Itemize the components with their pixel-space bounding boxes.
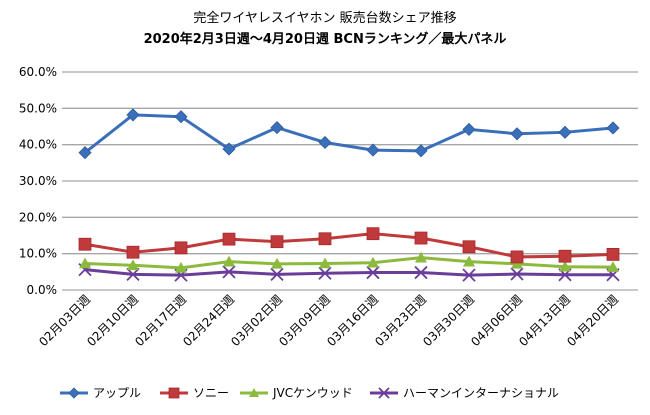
chart-subtitle: 2020年2月3日週〜4月20日週 BCNランキング／最大パネル bbox=[144, 31, 507, 47]
data-point-square bbox=[366, 227, 380, 241]
series-triangle bbox=[79, 251, 619, 273]
y-tick-label: 10.0% bbox=[19, 247, 57, 261]
data-point-square bbox=[168, 387, 180, 399]
y-tick-label: 50.0% bbox=[19, 101, 57, 115]
data-point-triangle bbox=[367, 256, 379, 268]
data-point-x bbox=[378, 387, 390, 399]
data-point-triangle bbox=[127, 259, 139, 271]
data-point-square bbox=[606, 247, 620, 261]
data-point-diamond bbox=[462, 122, 476, 136]
legend-label: ハーマンインターナショナル bbox=[403, 386, 559, 400]
data-point-square bbox=[78, 237, 92, 251]
data-point-diamond bbox=[174, 110, 188, 124]
data-point-x bbox=[318, 266, 332, 280]
data-point-square bbox=[174, 241, 188, 255]
y-tick-label: 20.0% bbox=[19, 210, 57, 224]
data-point-diamond bbox=[414, 144, 428, 158]
data-point-triangle bbox=[463, 255, 475, 267]
legend-item: ソニー bbox=[160, 386, 229, 400]
data-point-diamond bbox=[558, 125, 572, 139]
series-line bbox=[84, 256, 614, 270]
data-point-triangle bbox=[249, 388, 259, 397]
y-tick-label: 30.0% bbox=[19, 174, 57, 188]
data-point-diamond bbox=[222, 142, 236, 156]
data-point-triangle bbox=[271, 257, 283, 269]
data-point-diamond bbox=[126, 108, 140, 122]
legend-item: JVCケンウッド bbox=[240, 386, 353, 400]
data-point-square bbox=[510, 250, 524, 264]
data-point-diamond bbox=[78, 146, 92, 160]
data-point-diamond bbox=[366, 143, 380, 157]
y-tick-label: 0.0% bbox=[27, 283, 58, 297]
chart-title: 完全ワイヤレスイヤホン 販売台数シェア推移 bbox=[193, 10, 456, 26]
series-line bbox=[84, 268, 613, 277]
series-square bbox=[78, 227, 620, 264]
data-point-triangle bbox=[79, 257, 91, 269]
data-point-triangle bbox=[607, 261, 619, 272]
series-diamond bbox=[78, 108, 620, 160]
data-point-x bbox=[414, 265, 428, 280]
data-point-square bbox=[126, 245, 140, 259]
data-point-diamond bbox=[318, 135, 332, 150]
y-tick-label: 60.0% bbox=[19, 65, 57, 79]
data-point-x bbox=[510, 267, 524, 281]
data-point-diamond bbox=[270, 121, 284, 135]
legend-label: JVCケンウッド bbox=[272, 386, 353, 400]
data-point-square bbox=[270, 235, 284, 249]
data-point-triangle bbox=[223, 255, 235, 267]
data-point-diamond bbox=[510, 127, 524, 141]
legend-item: ハーマンインターナショナル bbox=[370, 386, 559, 400]
legend-label: アップル bbox=[93, 386, 141, 400]
data-point-square bbox=[222, 232, 236, 246]
series-line bbox=[84, 113, 614, 154]
data-point-square bbox=[462, 240, 476, 254]
data-point-triangle bbox=[415, 251, 427, 263]
data-point-square bbox=[318, 232, 332, 246]
data-point-x bbox=[366, 265, 380, 280]
data-point-triangle bbox=[175, 261, 187, 273]
legend-label: ソニー bbox=[193, 386, 229, 400]
data-point-square bbox=[414, 231, 428, 245]
data-point-triangle bbox=[559, 260, 571, 272]
data-point-x bbox=[222, 265, 236, 279]
data-point-triangle bbox=[319, 257, 331, 269]
y-tick-label: 40.0% bbox=[19, 138, 57, 152]
data-point-square bbox=[558, 249, 572, 263]
data-point-x bbox=[126, 267, 140, 282]
data-point-diamond bbox=[68, 387, 80, 399]
data-point-diamond bbox=[606, 121, 620, 135]
legend-item: アップル bbox=[60, 386, 141, 400]
data-point-x bbox=[270, 267, 284, 282]
series-line bbox=[84, 232, 614, 259]
x-tick-label: 04月20日週 bbox=[564, 292, 621, 349]
data-point-x bbox=[462, 268, 476, 282]
